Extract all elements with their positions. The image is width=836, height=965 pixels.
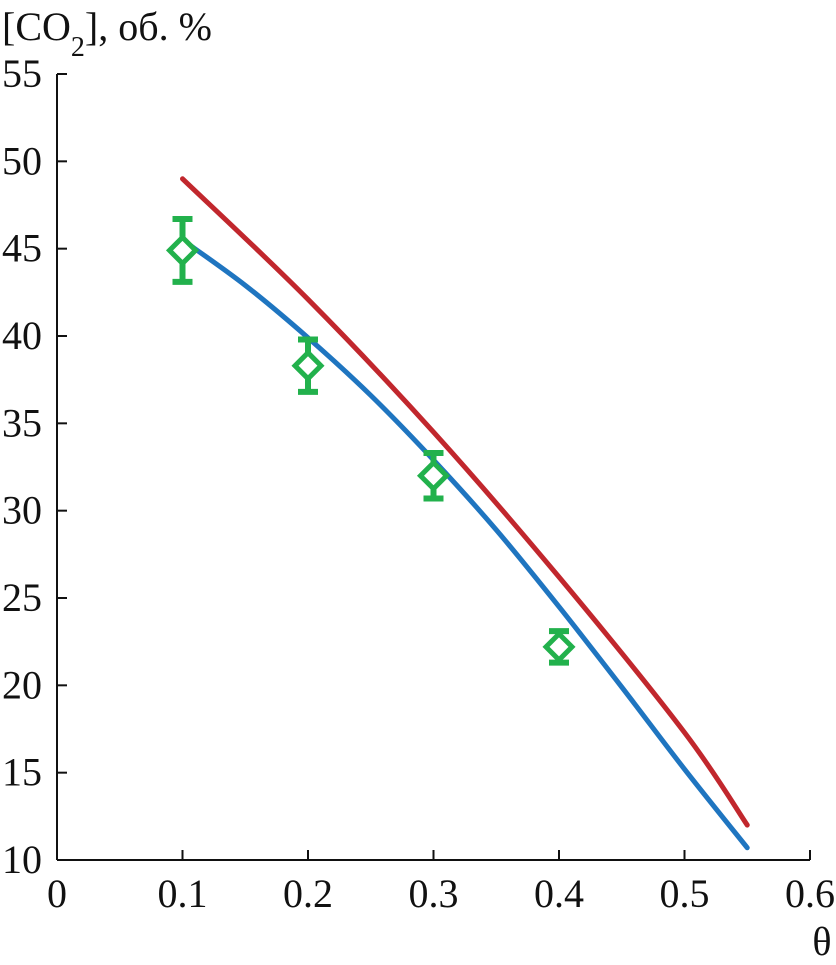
x-tick-label: 0.6	[785, 871, 835, 916]
y-tick-label: 50	[2, 138, 42, 183]
y-axis-label: [CO2], об. %	[2, 4, 212, 63]
x-tick-label: 0.2	[283, 871, 333, 916]
y-tick-label: 15	[2, 750, 42, 795]
y-tick-label: 10	[2, 837, 42, 882]
plot-area	[165, 176, 750, 851]
diamond-marker	[291, 349, 325, 383]
y-axis-label-subscript: 2	[71, 32, 85, 63]
diamond-marker	[542, 630, 576, 664]
y-tick-label: 30	[2, 488, 42, 533]
diamond-marker	[416, 459, 451, 493]
x-tick-label: 0.1	[158, 871, 208, 916]
x-tick-label: 0.4	[534, 871, 584, 916]
y-tick-label: 45	[2, 226, 42, 271]
y-tick-label: 35	[2, 400, 42, 445]
y-tick-label: 20	[2, 662, 42, 707]
y-tick-label: 40	[2, 313, 42, 358]
x-tick-label: 0	[47, 871, 67, 916]
y-axis-label-tail: ], об. %	[85, 4, 212, 49]
diamond-marker	[165, 233, 200, 267]
x-axis-label: θ	[812, 919, 831, 964]
ticks: 10 15 20 25 30 35 40 45 50 55 0 0.1 0.2 0.3 0.4 0.5 0.6	[2, 51, 835, 916]
y-tick-label: 55	[2, 51, 42, 96]
series-line-1	[180, 176, 750, 828]
series-line-2	[180, 237, 750, 851]
data-point	[291, 336, 325, 395]
data-point	[416, 450, 451, 502]
x-tick-label: 0.3	[409, 871, 459, 916]
x-tick-label: 0.5	[660, 871, 710, 916]
data-point	[165, 215, 200, 285]
y-tick-label: 25	[2, 575, 42, 620]
data-point	[542, 628, 576, 666]
y-axis-label-main: [CO	[2, 4, 71, 49]
